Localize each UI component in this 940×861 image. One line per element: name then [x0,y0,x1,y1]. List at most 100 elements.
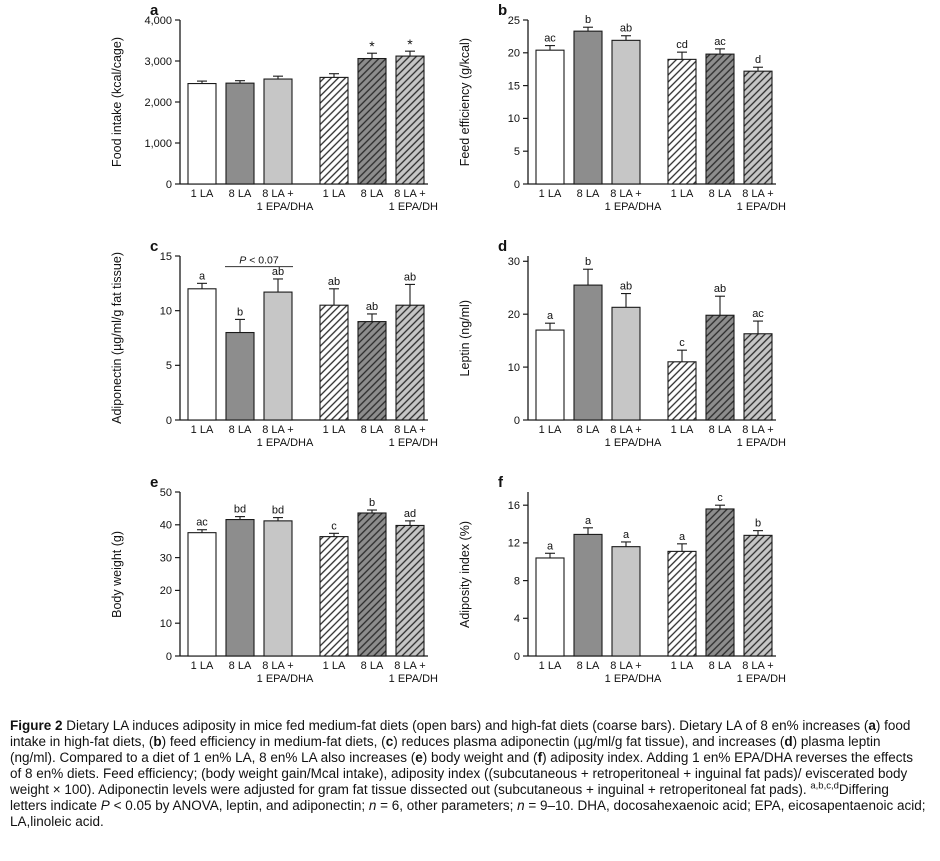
panel-c: c Adiponectin (µg/ml/g fat tissue) 0 5 10 1… [106,238,446,468]
axes: 0 5 10 15 20 25 [508,15,776,191]
bar-chart-food-intake: 0 1,000 2,000 3,000 4,000 1 LA 8 LA 8 LA +1 EPA… [128,4,446,230]
x-tick-label: 1 EPA/DHA [605,201,662,213]
sig-label: ac [544,33,556,45]
x-tick-label: 8 LA [229,424,252,436]
caption-segment: ) plasma leptin (ng/ml). Compared to a d… [10,733,881,765]
bar [611,39,641,185]
x-tick-label: 8 LA [361,424,384,436]
panel-letter-e: e [150,474,159,491]
sig-label: ab [714,283,726,295]
y-tick-label: 10 [160,305,172,317]
x-tick-label: 1 EPA/DHA [257,673,314,685]
caption-segment: d [784,733,793,749]
y-tick-label: 0 [514,651,520,663]
caption-segment: ) food intake in high-fat diets, ( [10,718,911,749]
bar [187,532,217,657]
bar [573,533,603,657]
sig-label: c [331,520,337,532]
x-tick-label: 1 LA [671,188,694,200]
x-tick-label: 1 EPA/DHA [737,201,786,213]
bar-chart-adiposity-index: 0 4 8 12 16 a 1 LA a 8 LA a 8 LA +1 EPA/DHA a 1 LA c 8… [476,476,794,702]
caption-segment: ) feed efficiency in medium-fat diets, ( [161,733,386,749]
bar [705,314,735,421]
bar [357,321,387,421]
caption-segment: Differing letters indicate [10,781,889,813]
bar [225,82,255,185]
x-tick-label: 8 LA + [394,188,426,200]
bar [395,304,425,421]
x-tick-label: 1 EPA/DHA [389,437,438,449]
sig-label: c [679,337,685,349]
y-tick-label: 2,000 [144,97,172,109]
caption-segment: f [537,749,543,765]
x-tick-label: 8 LA [709,424,732,436]
caption-segment: c [385,733,394,749]
y-axis-label-text: Adiponectin (µg/ml/g fat tissue) [110,252,124,424]
x-tick-label: 1 LA [671,424,694,436]
y-tick-label: 0 [514,415,520,427]
bar [743,534,773,657]
bar [667,361,697,421]
y-tick-label: 30 [508,256,520,268]
sig-label: a [623,529,630,541]
bar [357,57,387,185]
y-tick-label: 0 [166,179,172,191]
bar [395,55,425,185]
panel-c-body: Adiponectin (µg/ml/g fat tissue) 0 5 10 15 a… [106,240,446,466]
x-tick-label: 8 LA [361,188,384,200]
panel-letter-b: b [498,2,508,19]
sig-label: b [585,256,591,268]
sig-label: ad [404,508,416,520]
x-tick-label: 1 EPA/DHA [257,437,314,449]
panel-f: f Adiposity index (%) 0 4 8 12 16 a 1 LA a 8 LA a… [454,474,794,704]
x-tick-label: 8 LA + [262,660,294,672]
x-tick-label: 8 LA + [610,424,642,436]
y-tick-label: 5 [514,146,520,158]
bar [667,550,697,657]
panel-b-body: Feed efficiency (g/kcal) 0 5 10 15 20 25 ac 1 L… [454,4,794,230]
y-tick-label: 15 [508,80,520,92]
bar [611,306,641,421]
caption-segment: n [368,797,377,813]
x-tick-label: 1 EPA/DHA [605,673,662,685]
caption-segment: ) reduces plasma adiponectin (µg/ml/g fa… [393,733,785,749]
bar [187,83,217,185]
x-tick-label: 8 LA [229,660,252,672]
bar-chart-body-weight: 0 10 20 30 40 50 ac 1 LA bd 8 LA bd 8 LA +1 EPA/DHA… [128,476,446,702]
y-tick-label: 15 [160,251,172,263]
panel-b: b Feed efficiency (g/kcal) 0 5 10 15 20 25 ac 1… [454,2,794,232]
y-tick-label: 16 [508,500,520,512]
x-tick-label: 8 LA [709,660,732,672]
sig-label: b [369,497,375,509]
x-tick-label: 8 LA + [742,660,774,672]
x-tick-label: 8 LA [229,188,252,200]
panel-f-body: Adiposity index (%) 0 4 8 12 16 a 1 LA a 8 LA a 8 … [454,476,794,702]
x-tick-label: 1 LA [191,660,214,672]
x-tick-label: 8 LA + [394,660,426,672]
y-tick-label: 10 [508,362,520,374]
x-tick-label: 1 LA [323,188,346,200]
p-value-annotation: P < 0.07 [239,255,279,267]
figure-panels: a Food intake (kcal/cage) 0 1,000 2,000 3,0… [106,2,940,704]
y-tick-label: 12 [508,538,520,550]
figure-caption: Figure 2 Dietary LA induces adiposity in… [10,718,928,829]
caption-segment: = 6, other parameters; [376,797,518,813]
x-tick-label: 1 EPA/DHA [737,673,786,685]
x-tick-label: 1 LA [323,424,346,436]
y-axis-label-a: Food intake (kcal/cage) [106,4,128,200]
y-tick-label: 20 [508,48,520,60]
sig-label: a [547,310,554,322]
bar [395,524,425,657]
caption-segment: a,b,c,d [810,780,839,792]
sig-label: ab [328,276,340,288]
sig-label: * [407,36,413,52]
sig-label: a [585,515,592,527]
bar [535,49,565,185]
panel-letter-f: f [498,474,503,491]
y-tick-label: 10 [508,113,520,125]
caption-segment: ) body weight and ( [422,749,538,765]
bar [263,520,293,657]
